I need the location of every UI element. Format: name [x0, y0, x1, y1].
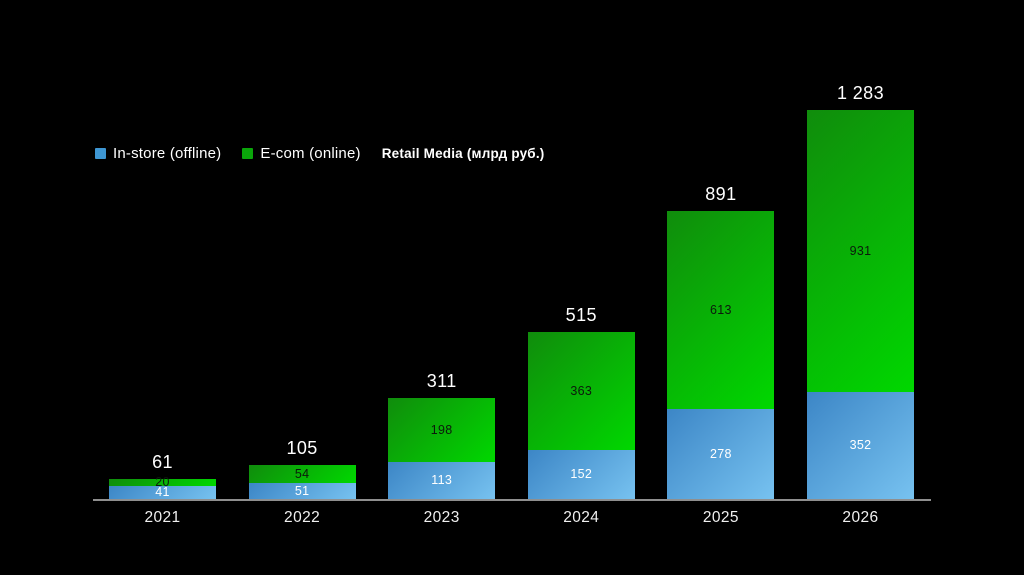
legend-label-instore: In-store (offline) — [113, 145, 222, 162]
segment-value-label: 113 — [431, 473, 453, 488]
segment-instore-2021: 41 — [109, 485, 216, 500]
ecom-swatch-icon — [242, 148, 254, 159]
segment-ecom-2025: 613 — [667, 210, 775, 410]
segment-value-label: 41 — [155, 485, 170, 500]
x-tick-2026: 2026 — [842, 509, 879, 526]
segment-value-label: 54 — [294, 466, 310, 481]
legend-item-ecom: E-com (online) — [242, 145, 361, 162]
segment-value-label: 152 — [570, 467, 593, 482]
segment-value-label: 278 — [709, 446, 732, 461]
instore-swatch-icon — [95, 148, 106, 159]
bar-total-label-2025: 891 — [705, 183, 737, 204]
bar-group-2022: 105 54 51 — [248, 84, 356, 499]
x-tick-2022: 2022 — [284, 509, 321, 526]
segment-instore-2026: 352 — [806, 392, 914, 499]
segment-value-label: 931 — [849, 243, 872, 258]
segment-value-label: 51 — [294, 483, 310, 498]
segment-value-label: 20 — [155, 475, 170, 490]
bar-group-2024: 515 363 152 — [527, 84, 635, 499]
bar-total-label-2023: 311 — [426, 371, 457, 392]
segment-instore-2023: 113 — [388, 462, 496, 499]
legend-item-instore: In-store (offline) — [95, 146, 221, 161]
x-tick-2025: 2025 — [702, 509, 739, 526]
segment-value-label: 352 — [849, 438, 872, 453]
bar-total-label-2024: 515 — [565, 305, 597, 326]
bar-group-2026: 1 283 931 352 — [806, 83, 914, 499]
segment-instore-2025: 278 — [667, 409, 775, 499]
x-tick-2024: 2024 — [563, 509, 600, 526]
bar-total-label-2026: 1 283 — [836, 83, 884, 103]
segment-instore-2024: 152 — [527, 449, 635, 499]
segment-ecom-2023: 198 — [388, 398, 496, 463]
segment-ecom-2026: 931 — [806, 110, 914, 393]
x-axis-labels: 2021 2022 2023 2024 2025 2026 — [109, 509, 914, 528]
x-tick-2023: 2023 — [423, 509, 460, 526]
x-tick-2021: 2021 — [144, 509, 181, 526]
bar-group-2021: 61 20 41 — [109, 84, 216, 499]
segment-instore-2022: 51 — [248, 482, 356, 499]
x-axis-line — [93, 499, 931, 501]
bar-total-label-2021: 61 — [152, 452, 173, 473]
segment-value-label: 198 — [430, 423, 453, 438]
chart-legend: In-store (offline) E-com (online) Retail… — [95, 146, 545, 161]
segment-value-label: 613 — [709, 302, 732, 317]
chart-title: Retail Media (млрд руб.) — [381, 145, 545, 161]
segment-ecom-2021: 20 — [109, 475, 216, 490]
bar-group-2025: 891 613 278 — [667, 84, 775, 499]
bar-total-label-2022: 105 — [286, 438, 318, 458]
bar-group-2023: 311 198 113 — [388, 84, 496, 499]
legend-label-ecom: E-com (online) — [260, 145, 361, 162]
plot-area: 61 20 41 105 54 51 311 198 113 515 363 152 891 613 278… — [109, 84, 914, 499]
segment-ecom-2022: 54 — [248, 465, 356, 483]
segment-value-label: 363 — [570, 383, 593, 398]
segment-ecom-2024: 363 — [527, 332, 635, 450]
